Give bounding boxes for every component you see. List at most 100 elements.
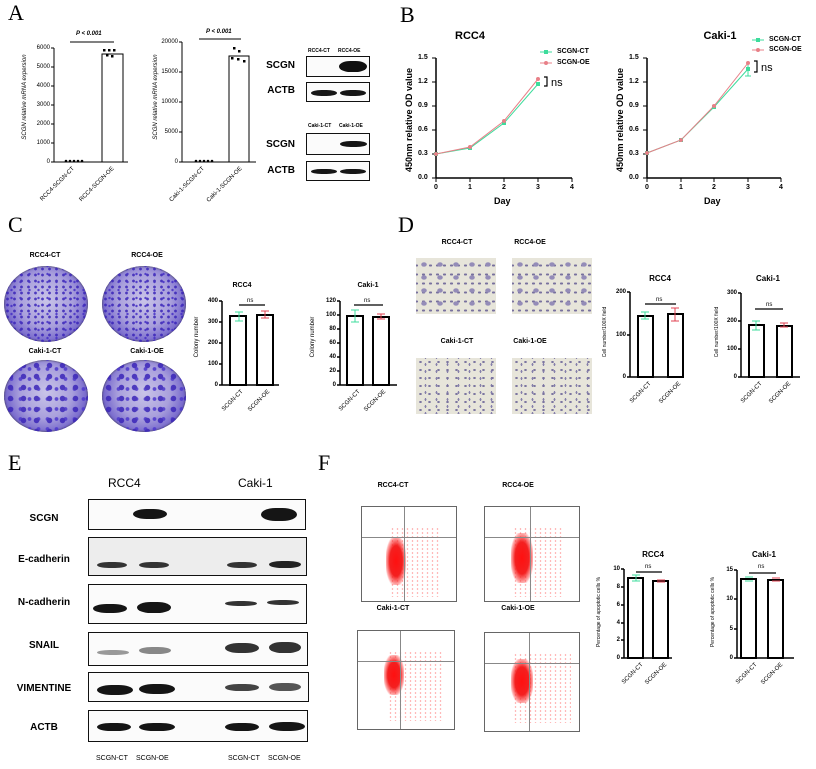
a1-ytick: 4000 xyxy=(36,83,50,89)
d1-ytick: 100 xyxy=(615,332,626,338)
b2-ytick: 0.9 xyxy=(629,102,639,109)
colony-dish-caki1-oe xyxy=(102,360,186,432)
a2-ytick: 15000 xyxy=(161,69,178,75)
b1-xlabel: Day xyxy=(494,196,511,206)
lane-label: RCC4-OE xyxy=(338,48,361,54)
colony-label: RCC4-CT xyxy=(29,252,61,259)
a1-ytick: 6000 xyxy=(36,45,50,51)
blot-actb xyxy=(88,710,308,742)
legend-oe: SCGN-OE xyxy=(769,46,802,53)
c2-ytick: 120 xyxy=(325,298,336,304)
row-label: SCGN xyxy=(266,139,295,150)
d1-ytick: 200 xyxy=(615,289,626,295)
b2-xtick: 3 xyxy=(746,184,750,191)
f1-ytick: 2 xyxy=(616,637,620,643)
c1-ytick: 400 xyxy=(207,298,218,304)
b1-ytick: 0.9 xyxy=(418,102,428,109)
a1-pvalue: P < 0.001 xyxy=(76,31,102,37)
c1-ytick: 200 xyxy=(207,340,218,346)
row-label: N-cadherin xyxy=(17,597,71,608)
colony-dish-caki1-ct xyxy=(4,360,88,432)
b1-title: RCC4 xyxy=(455,30,485,42)
c2-ytick: 80 xyxy=(329,326,336,332)
panel-letter-c: C xyxy=(8,212,23,237)
b2-xtick: 2 xyxy=(712,184,716,191)
group-label-rcc4: RCC4 xyxy=(108,476,141,490)
row-label: SCGN xyxy=(266,60,295,71)
a1-ytick: 3000 xyxy=(36,102,50,108)
a1-ytick: 0 xyxy=(46,159,50,165)
c2-ns: ns xyxy=(364,298,371,304)
panel-letter-f: F xyxy=(318,450,331,475)
c1-ns: ns xyxy=(247,298,254,304)
legend-ct: SCGN-CT xyxy=(557,48,589,55)
panel-letter-d: D xyxy=(398,212,414,237)
colony-dish-rcc4-ct xyxy=(4,266,88,342)
transwell-label: RCC4-OE xyxy=(514,239,546,246)
flow-plot-rcc4-ct xyxy=(361,506,457,602)
row-label: ACTB xyxy=(267,165,295,176)
lane-label: SCGN-CT xyxy=(228,755,260,762)
lane-label: RCC4-CT xyxy=(308,48,330,54)
legend-ct: SCGN-CT xyxy=(769,36,801,43)
a1-ytick: 2000 xyxy=(36,121,50,127)
row-label: SCGN xyxy=(29,513,59,524)
flow-label: RCC4-OE xyxy=(502,482,534,489)
b1-ns: ns xyxy=(551,77,563,89)
lane-label: SCGN-OE xyxy=(268,755,301,762)
a2-pvalue: P < 0.001 xyxy=(206,29,232,35)
b2-ytick: 1.2 xyxy=(629,78,639,85)
b1-ytick: 0.0 xyxy=(418,174,428,181)
a1-ytick: 5000 xyxy=(36,64,50,70)
blot-vimentine xyxy=(88,672,309,702)
c1-ytick: 100 xyxy=(207,361,218,367)
transwell-rcc4-oe xyxy=(512,258,592,314)
c2-ytick: 60 xyxy=(329,340,336,346)
a1-ytick: 1000 xyxy=(36,140,50,146)
b1-xtick: 3 xyxy=(536,184,540,191)
f2-ytick: 10 xyxy=(726,596,733,602)
flow-label: RCC4-CT xyxy=(377,482,409,489)
c1-title: RCC4 xyxy=(232,282,252,289)
f1-ytick: 10 xyxy=(613,566,620,572)
b2-ytick: 1.5 xyxy=(629,54,639,61)
lane-label: SCGN-OE xyxy=(136,755,169,762)
blot-scgn-caki1 xyxy=(306,133,370,155)
row-label: ACTB xyxy=(267,85,295,96)
f1-ytick: 0 xyxy=(616,655,620,661)
blot-e-cadherin xyxy=(88,537,307,576)
colony-label: RCC4-OE xyxy=(131,252,163,259)
f1-ns: ns xyxy=(645,564,652,570)
colony-label: Caki-1-CT xyxy=(28,348,62,355)
blot-n-cadherin xyxy=(88,584,307,624)
colony-dish-rcc4-oe xyxy=(102,266,186,342)
c1-ytick: 300 xyxy=(207,319,218,325)
f2-ylabel: Percentage of apoptotic cells % xyxy=(710,576,716,648)
d2-ns: ns xyxy=(766,302,773,308)
colony-label: Caki-1-OE xyxy=(130,348,164,355)
d2-ytick: 100 xyxy=(726,346,737,352)
d1-title: RCC4 xyxy=(649,274,671,283)
f1-title: RCC4 xyxy=(642,550,664,559)
row-label: VIMENTINE xyxy=(16,683,72,694)
f2-title: Caki-1 xyxy=(751,550,776,559)
b2-title: Caki-1 xyxy=(703,30,737,42)
d2-ytick: 0 xyxy=(733,374,737,380)
f2-ytick: 15 xyxy=(726,567,733,573)
f1-ytick: 4 xyxy=(616,620,620,626)
c2-title: Caki-1 xyxy=(357,282,379,289)
c1-ytick: 0 xyxy=(214,382,218,388)
blot-actb-rcc4 xyxy=(306,82,370,102)
panel-letter-a: A xyxy=(8,0,24,25)
a2-ytick: 5000 xyxy=(164,129,178,135)
b2-xtick: 4 xyxy=(779,184,783,191)
b1-ytick: 1.2 xyxy=(418,78,428,85)
row-label: ACTB xyxy=(30,722,58,733)
b1-ytick: 0.6 xyxy=(418,126,428,133)
c2-ytick: 0 xyxy=(332,382,336,388)
d1-ns: ns xyxy=(656,297,663,303)
flow-plot-rcc4-oe xyxy=(484,506,580,602)
d2-title: Caki-1 xyxy=(755,274,780,283)
transwell-label: Caki-1-CT xyxy=(440,338,474,345)
group-label-caki1: Caki-1 xyxy=(238,476,273,490)
